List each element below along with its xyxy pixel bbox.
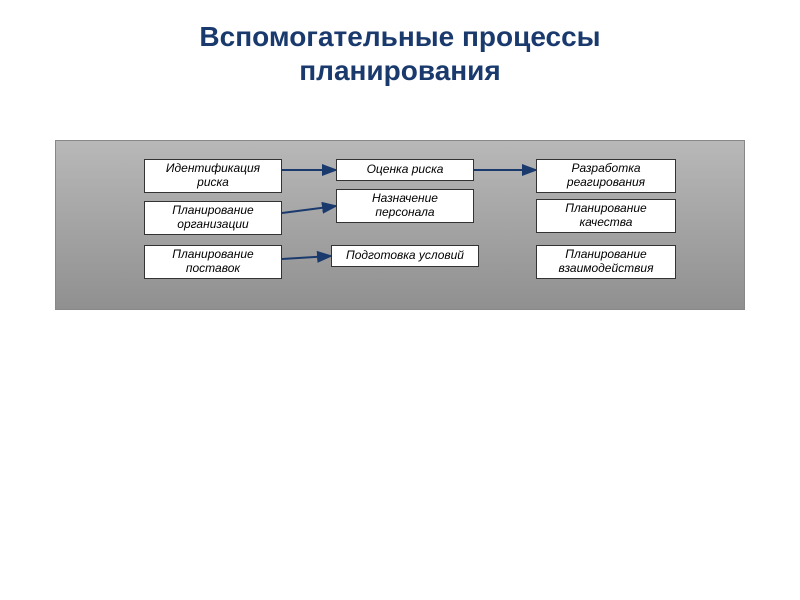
title-line-2: планирования: [0, 54, 800, 88]
flowchart-node-n9: Планированиевзаимодействия: [536, 245, 676, 279]
flowchart-node-n7: Планированиепоставок: [144, 245, 282, 279]
flowchart-edge-n7-n8: [282, 256, 331, 259]
flowchart-node-n1: Идентификацияриска: [144, 159, 282, 193]
flowchart-node-n4: Планированиеорганизации: [144, 201, 282, 235]
flowchart-node-n2: Оценка риска: [336, 159, 474, 181]
page-title: Вспомогательные процессы планирования: [0, 0, 800, 87]
diagram-panel: Идентификацияриска Оценка риска Разработка…: [55, 140, 745, 310]
flowchart-node-n5: Назначениеперсонала: [336, 189, 474, 223]
flowchart-node-n3: Разработкареагирования: [536, 159, 676, 193]
title-line-1: Вспомогательные процессы: [0, 20, 800, 54]
flowchart-node-n6: Планированиекачества: [536, 199, 676, 233]
flowchart-node-n8: Подготовка условий: [331, 245, 479, 267]
flowchart-edge-n4-n5: [282, 206, 336, 213]
